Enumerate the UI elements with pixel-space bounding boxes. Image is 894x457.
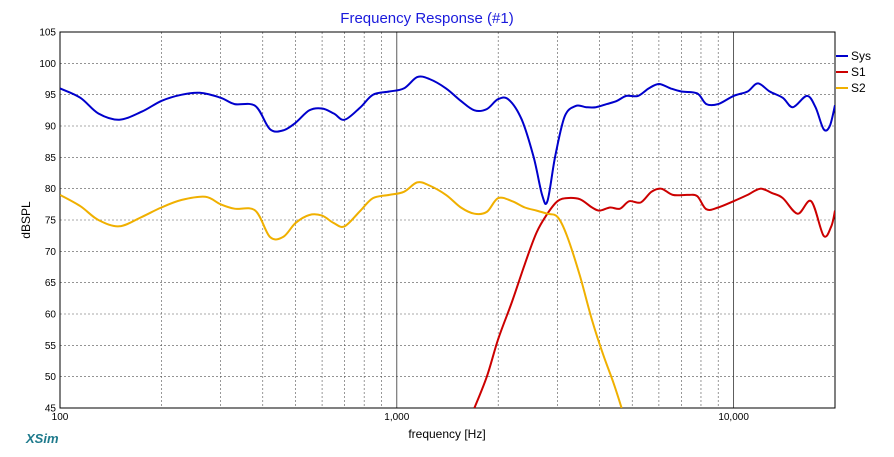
y-tick-label: 105	[39, 28, 56, 39]
y-tick-label: 80	[45, 184, 57, 195]
y-tick-label: 100	[39, 59, 56, 70]
legend-label-s2: S2	[851, 81, 866, 95]
x-tick-labels: 100 1,000 10,000	[52, 412, 750, 423]
legend-label-s1: S1	[851, 65, 866, 79]
series-line-sys	[60, 75, 835, 205]
series-line-s2	[60, 181, 623, 408]
y-tick-label: 90	[45, 122, 57, 133]
x-tick-label: 1,000	[384, 412, 409, 423]
x-tick-label: 100	[52, 412, 69, 423]
x-axis-label: frequency [Hz]	[408, 427, 485, 441]
y-tick-label: 60	[45, 310, 57, 321]
legend-label-sys: Sys	[851, 49, 871, 63]
y-axis-label: dBSPL	[19, 201, 33, 239]
x-tick-label: 10,000	[718, 412, 749, 423]
grid	[60, 32, 835, 408]
series-line-s1	[473, 187, 835, 408]
series-lines	[60, 75, 835, 408]
legend: Sys S1 S2	[836, 49, 871, 95]
chart-title: Frequency Response (#1)	[340, 10, 513, 27]
xsim-logo: XSim	[25, 431, 59, 446]
y-tick-label: 95	[45, 90, 57, 101]
y-tick-label: 50	[45, 372, 57, 383]
y-tick-label: 65	[45, 278, 57, 289]
y-tick-label: 75	[45, 216, 57, 227]
plot-area-frame	[59, 31, 836, 409]
y-tick-label: 70	[45, 247, 57, 258]
y-tick-label: 55	[45, 341, 57, 352]
y-tick-label: 45	[45, 404, 57, 415]
y-tick-labels: 45 50 55 60 65 70 75 80 85 90 95 100 105	[39, 28, 56, 415]
y-tick-label: 85	[45, 153, 57, 164]
